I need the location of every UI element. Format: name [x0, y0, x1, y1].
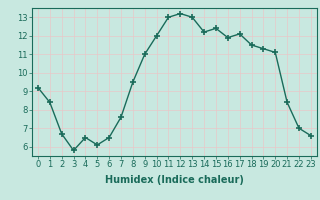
X-axis label: Humidex (Indice chaleur): Humidex (Indice chaleur)	[105, 175, 244, 185]
